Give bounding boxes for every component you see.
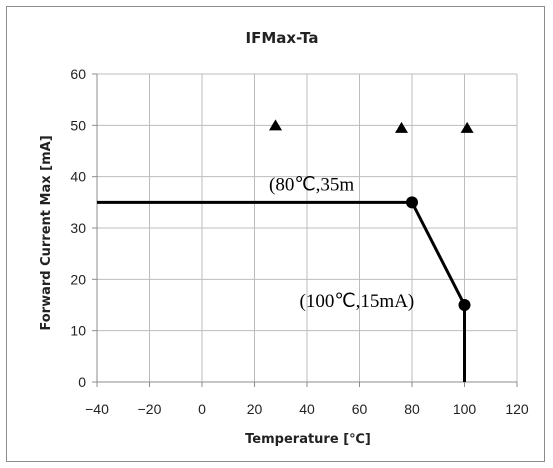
x-tick-label: 60 (352, 401, 368, 417)
x-tick-label: −20 (138, 401, 162, 417)
plot-area: (80℃,35m (100℃,15mA) (97, 119, 474, 382)
axes (92, 73, 518, 387)
chart-frame (6, 6, 545, 462)
x-tick-label: 40 (299, 401, 315, 417)
y-tick-label: 30 (70, 220, 86, 236)
key-point-marker (458, 299, 471, 311)
x-tick-label: 80 (404, 401, 420, 417)
y-axis-label: Forward Current Max [mA] (39, 135, 54, 330)
x-tick-label: −40 (85, 401, 109, 417)
triangle-marker (269, 119, 282, 131)
grid (97, 73, 518, 382)
x-tick-label: 0 (198, 401, 206, 417)
x-axis-label: Temperature [℃] (245, 432, 371, 447)
x-tick-label: 20 (247, 401, 263, 417)
y-tick-label: 0 (78, 374, 86, 390)
annotation-100c: (100℃,15mA) (300, 291, 415, 312)
y-tick-label: 60 (70, 66, 86, 82)
x-tick-label: 100 (453, 401, 477, 417)
y-tick-label: 50 (70, 117, 86, 133)
derating-line (97, 200, 466, 382)
tick-labels: 0 10 20 30 40 50 60 −40 −20 0 20 40 60 80 100 120 (70, 66, 528, 417)
x-tick-label: 120 (505, 401, 529, 417)
y-tick-label: 40 (70, 169, 86, 185)
chart-title: IFMax-Ta (246, 29, 319, 47)
triangle-marker (460, 121, 474, 133)
y-tick-label: 20 (70, 271, 86, 287)
annotation-80c: (80℃,35m (269, 174, 354, 195)
y-tick-label: 10 (70, 323, 86, 339)
key-point-marker (406, 196, 418, 209)
triangle-marker (395, 121, 408, 133)
